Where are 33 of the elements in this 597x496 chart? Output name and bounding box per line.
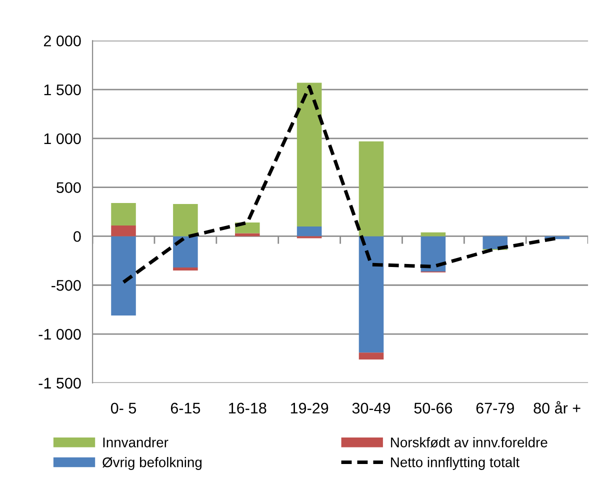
bar bbox=[296, 226, 322, 236]
legend-label: Norskfødt av innv.foreldre bbox=[391, 437, 548, 448]
x-tick-label: 50-66 bbox=[414, 402, 452, 414]
x-tick-label: 30-49 bbox=[352, 402, 390, 414]
bar bbox=[111, 202, 136, 226]
x-tick-label: 80 år + bbox=[534, 401, 580, 414]
bar bbox=[358, 352, 384, 360]
y-tick-label: 500 bbox=[56, 182, 81, 194]
bar bbox=[420, 236, 446, 272]
x-tick-label: 0- 5 bbox=[110, 402, 136, 414]
y-tick-label: -500 bbox=[52, 280, 81, 291]
bar bbox=[173, 204, 198, 236]
bar bbox=[296, 82, 322, 226]
bar bbox=[358, 141, 384, 236]
y-tick-label: -1 000 bbox=[38, 328, 81, 340]
x-tick-label: 67-79 bbox=[476, 402, 514, 414]
x-tick-label: 19-29 bbox=[290, 402, 328, 414]
legend-label: Øvrig befolkning bbox=[102, 457, 202, 470]
legend-label: Innvandrer bbox=[103, 437, 168, 448]
bar bbox=[358, 236, 384, 353]
bar bbox=[482, 236, 508, 249]
bar bbox=[111, 236, 136, 316]
bar bbox=[173, 236, 198, 268]
bar bbox=[111, 225, 136, 236]
x-tick-label: 16-18 bbox=[229, 402, 266, 414]
y-tick-label: -1 500 bbox=[38, 378, 81, 389]
x-tick-label: 6-15 bbox=[170, 402, 200, 414]
y-tick-label: 1 500 bbox=[44, 84, 81, 96]
y-tick-label: 1 000 bbox=[44, 133, 81, 144]
bar bbox=[173, 268, 198, 270]
legend-label: Netto innflytting totalt bbox=[391, 457, 520, 470]
y-tick-label: 2 000 bbox=[44, 36, 81, 46]
y-tick-label: 0 bbox=[74, 231, 81, 242]
